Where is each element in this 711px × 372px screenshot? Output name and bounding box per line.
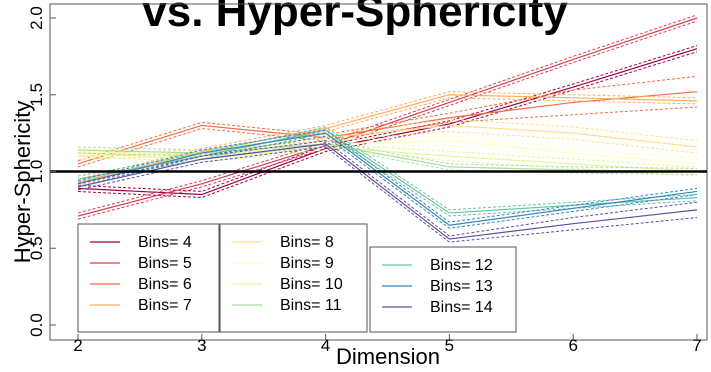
legend-box-2: Bins= 8 Bins= 9 Bins= 10 Bins= 11 [219, 223, 368, 333]
y-tick-label: 1.5 [27, 83, 46, 107]
legend-box-3: Bins= 12 Bins= 13 Bins= 14 [369, 246, 517, 333]
x-tick-label: 3 [197, 336, 206, 355]
series-upper-band [77, 129, 698, 223]
series-2 [77, 14, 698, 220]
x-axis-title: Dimension [336, 344, 440, 369]
series-upper-band [77, 118, 698, 154]
y-tick-label: 2.0 [27, 6, 46, 30]
legend-label: Bins= 14 [430, 299, 493, 316]
chart-title: vs. Hyper-Sphericity [142, 0, 568, 36]
series-upper-band [77, 143, 698, 168]
series-line [77, 17, 698, 217]
series-8 [77, 140, 698, 176]
legend-label: Bins= 11 [280, 297, 342, 314]
series-5 [77, 118, 698, 160]
series-layer [77, 14, 698, 243]
legend-label: Bins= 10 [280, 276, 343, 293]
y-axis-title: Hyper-Sphericity [10, 101, 35, 264]
x-tick-label: 6 [568, 336, 577, 355]
y-tick-label: 1.0 [27, 160, 46, 184]
x-tick-label: 7 [692, 336, 701, 355]
series-upper-band [77, 126, 698, 211]
series-line [77, 91, 698, 165]
series-lower-band [77, 146, 698, 243]
series-upper-band [77, 14, 698, 214]
legend-label: Bins= 4 [138, 234, 192, 251]
series-upper-band [77, 140, 698, 237]
legend-label: Bins= 8 [280, 234, 334, 251]
x-axis: 2 3 4 5 6 7 [73, 334, 702, 355]
series-line [77, 143, 698, 240]
y-tick-label: 0.0 [27, 313, 46, 337]
series-11 [77, 140, 698, 243]
legend-box-1: Bins= 4 Bins= 5 Bins= 6 Bins= 7 [77, 223, 220, 333]
series-lower-band [77, 135, 698, 229]
legend-label: Bins= 5 [138, 255, 192, 272]
series-upper-band [77, 75, 698, 162]
series-line [77, 124, 698, 157]
x-tick-label: 2 [73, 336, 82, 355]
y-tick-label: 0.5 [27, 236, 46, 260]
legend-label: Bins= 13 [430, 278, 493, 295]
legend-label: Bins= 12 [430, 257, 493, 274]
series-upper-band [77, 135, 698, 160]
series-lower-band [77, 20, 698, 220]
y-axis: 0.0 0.5 1.0 1.5 2.0 [27, 6, 56, 337]
legend-label: Bins= 6 [138, 276, 192, 293]
series-10 [77, 129, 698, 229]
x-tick-label: 5 [445, 336, 454, 355]
series-lower-band [77, 51, 698, 199]
series-line [77, 94, 698, 183]
series-lower-band [77, 146, 698, 176]
series-lower-band [77, 131, 698, 160]
series-line [77, 132, 698, 226]
legend-label: Bins= 7 [138, 297, 192, 314]
legend-label: Bins= 9 [280, 255, 334, 272]
series-upper-band [77, 140, 698, 169]
x-tick-label: 4 [321, 336, 330, 355]
series-lower-band [77, 144, 698, 169]
series-line [77, 143, 698, 173]
series-lower-band [77, 132, 698, 217]
legend-frame [369, 246, 517, 333]
